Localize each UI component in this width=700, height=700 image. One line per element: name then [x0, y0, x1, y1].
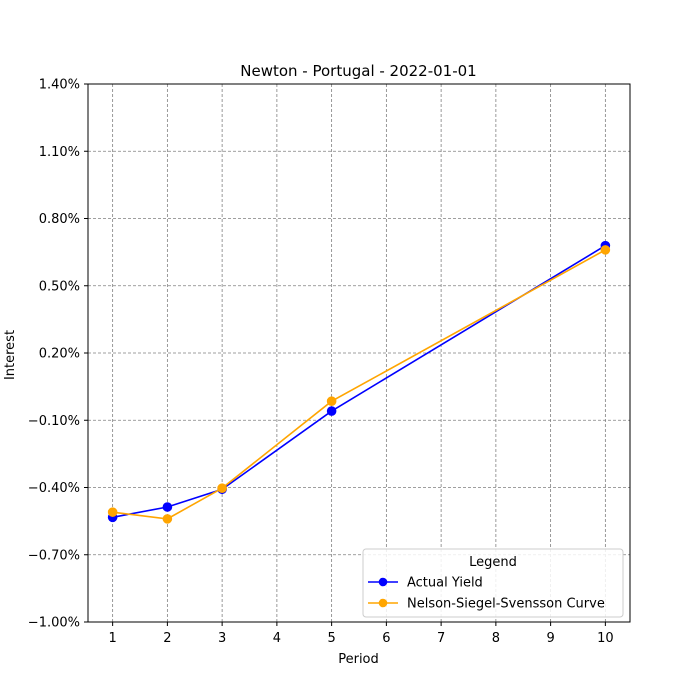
y-tick-label: 1.40%	[39, 78, 80, 93]
x-tick-label: 1	[108, 631, 116, 646]
y-tick-label: −0.70%	[28, 548, 80, 563]
y-tick-label: 1.10%	[39, 145, 80, 160]
legend-marker	[378, 577, 388, 587]
legend-entries: Actual Yield Nelson-Siegel-Svensson Curve	[368, 576, 605, 612]
legend-title: Legend	[469, 555, 517, 570]
data-point	[326, 396, 337, 406]
x-tick-label: 2	[163, 631, 171, 646]
x-tick-label: 10	[597, 631, 614, 646]
chart-title: Newton - Portugal - 2022-01-01	[240, 62, 476, 80]
legend-marker	[378, 598, 388, 608]
data-series	[107, 240, 611, 524]
y-tick-label: −0.40%	[28, 481, 80, 496]
y-tick-label: −0.10%	[28, 414, 80, 429]
y-tick-label: 0.50%	[39, 279, 80, 294]
data-point	[162, 514, 173, 524]
data-point	[600, 245, 611, 255]
y-tick-label: 0.20%	[39, 347, 80, 362]
x-tick-label: 8	[492, 631, 500, 646]
legend-entry-label: Actual Yield	[407, 576, 483, 591]
data-point	[107, 507, 118, 517]
data-point	[326, 406, 337, 416]
data-point	[162, 502, 173, 512]
x-tick-label: 9	[546, 631, 554, 646]
x-tick-label: 4	[273, 631, 281, 646]
data-point	[217, 483, 227, 493]
y-axis-label: Interest	[3, 330, 18, 380]
legend-box	[362, 548, 624, 618]
series-nelson-siegel-svensson-curve	[107, 245, 611, 524]
x-tick-label: 5	[327, 631, 335, 646]
x-tick-label: 7	[437, 631, 445, 646]
legend-entry-label: Nelson-Siegel-Svensson Curve	[407, 597, 605, 612]
x-axis-label: Period	[338, 652, 379, 667]
axes: 1 2 3 4 5 6 7 8 9 10 −1.00% −0.70% −0.40% −0.10% 0.20%…	[28, 78, 631, 646]
y-tick-label: −1.00%	[28, 616, 80, 631]
x-tick-label: 3	[218, 631, 226, 646]
y-tick-label: 0.80%	[39, 212, 80, 227]
x-tick-label: 6	[382, 631, 390, 646]
plot-frame	[87, 83, 631, 623]
legend: Legend Actual Yield Nelson-Siegel-Svensso…	[362, 548, 624, 618]
